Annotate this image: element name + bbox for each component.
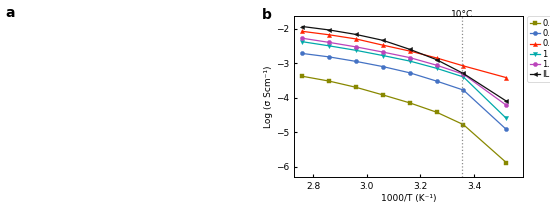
Y-axis label: Log (σ Scm⁻¹): Log (σ Scm⁻¹) — [265, 66, 273, 128]
Legend: 0.25, 0.5, 0.75, 1, 1.25, ILE: 0.25, 0.5, 0.75, 1, 1.25, ILE — [527, 16, 550, 82]
0.25 — [299, 75, 306, 77]
ILE — [353, 33, 359, 36]
Line: 0.5: 0.5 — [300, 51, 508, 132]
1 — [379, 54, 386, 57]
0.25 — [406, 102, 413, 104]
0.75 — [299, 30, 306, 33]
0.25 — [433, 111, 440, 114]
0.25 — [353, 86, 359, 89]
ILE — [503, 100, 510, 102]
0.75 — [433, 57, 440, 59]
Text: b: b — [262, 8, 272, 22]
0.5 — [299, 52, 306, 55]
ILE — [326, 29, 332, 31]
0.75 — [460, 65, 467, 67]
0.75 — [379, 44, 386, 46]
1 — [353, 49, 359, 52]
1 — [433, 67, 440, 70]
1.25 — [326, 41, 332, 44]
0.5 — [503, 128, 510, 131]
ILE — [433, 59, 440, 61]
Line: 0.75: 0.75 — [300, 29, 508, 80]
1.25 — [460, 73, 467, 75]
ILE — [406, 48, 413, 50]
0.5 — [433, 80, 440, 82]
0.25 — [503, 162, 510, 164]
0.75 — [406, 50, 413, 52]
Line: 1: 1 — [300, 40, 508, 121]
0.5 — [379, 65, 386, 68]
0.5 — [353, 60, 359, 63]
1.25 — [433, 64, 440, 67]
Text: a: a — [6, 6, 15, 20]
0.75 — [353, 38, 359, 40]
X-axis label: 1000/T (K⁻¹): 1000/T (K⁻¹) — [381, 194, 436, 203]
1.25 — [503, 104, 510, 107]
1 — [406, 60, 413, 62]
0.5 — [460, 89, 467, 91]
0.25 — [379, 94, 386, 96]
0.5 — [406, 71, 413, 74]
1.25 — [299, 37, 306, 40]
1 — [460, 76, 467, 78]
0.5 — [326, 56, 332, 58]
1 — [503, 117, 510, 120]
ILE — [379, 39, 386, 42]
Line: 0.25: 0.25 — [300, 74, 508, 165]
0.25 — [326, 80, 332, 82]
ILE — [460, 72, 467, 75]
1.25 — [353, 46, 359, 48]
0.75 — [503, 76, 510, 79]
ILE — [299, 25, 306, 28]
1 — [299, 40, 306, 43]
1.25 — [379, 51, 386, 53]
1.25 — [406, 56, 413, 59]
0.75 — [326, 34, 332, 36]
0.25 — [460, 123, 467, 126]
Text: 10°C: 10°C — [450, 10, 473, 19]
Line: ILE: ILE — [300, 25, 508, 103]
1 — [326, 45, 332, 47]
Line: 1.25: 1.25 — [300, 36, 508, 107]
